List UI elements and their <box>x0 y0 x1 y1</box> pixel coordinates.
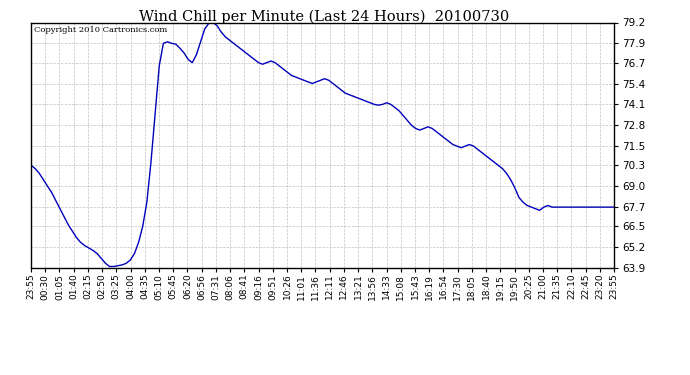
Text: Copyright 2010 Cartronics.com: Copyright 2010 Cartronics.com <box>34 26 167 34</box>
Text: Wind Chill per Minute (Last 24 Hours)  20100730: Wind Chill per Minute (Last 24 Hours) 20… <box>139 9 509 24</box>
